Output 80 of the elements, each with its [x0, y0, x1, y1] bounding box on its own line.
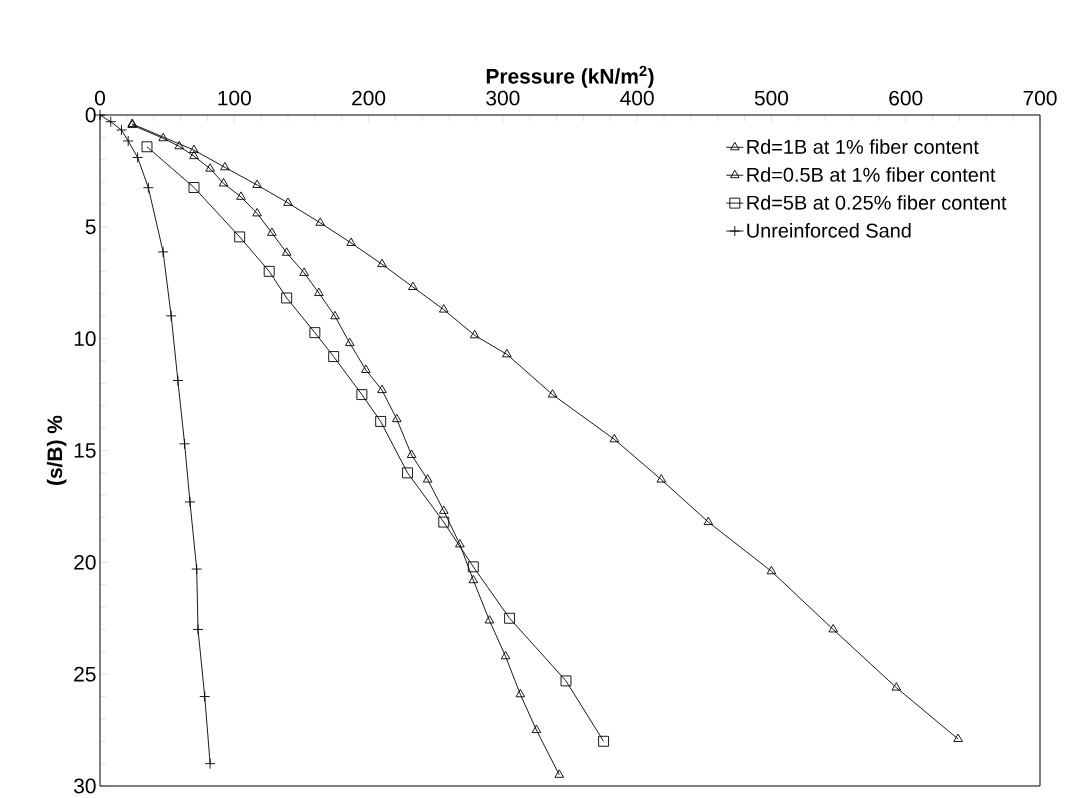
x-tick-label: 200	[352, 90, 386, 106]
point	[402, 467, 413, 479]
y-tick-label: 10	[74, 331, 96, 347]
point	[598, 735, 609, 747]
point	[455, 539, 465, 548]
point	[375, 416, 387, 427]
point	[328, 351, 340, 362]
point	[828, 624, 838, 633]
point	[891, 682, 902, 691]
y-tick-label: 25	[74, 666, 96, 682]
point	[141, 141, 153, 153]
point	[281, 292, 293, 304]
point	[188, 182, 200, 193]
point	[484, 615, 495, 624]
point	[281, 247, 292, 256]
point	[345, 337, 355, 347]
point	[502, 348, 512, 358]
point	[408, 281, 418, 290]
point	[283, 197, 293, 206]
point	[422, 474, 433, 483]
point	[468, 574, 479, 584]
point	[330, 310, 340, 320]
point	[469, 329, 480, 339]
y-axis-title: (s/B) %	[46, 415, 67, 485]
point	[356, 389, 368, 401]
point	[189, 144, 199, 154]
point	[252, 207, 262, 217]
x-tick-label: 300	[486, 90, 520, 106]
x-axis-title: Pressure (kN/m$^{2}$)	[486, 65, 654, 88]
y-tick-label: 5	[85, 219, 96, 235]
point	[377, 384, 387, 394]
point	[560, 675, 572, 687]
point	[234, 231, 246, 243]
point	[218, 178, 229, 187]
y-tick-label: 15	[74, 443, 96, 458]
x-tick-label: 400	[620, 90, 654, 106]
y-tick-label: 20	[74, 554, 96, 570]
point	[703, 516, 714, 526]
point	[531, 724, 542, 734]
point	[439, 505, 449, 514]
x-tick-label: 600	[889, 90, 923, 106]
point	[189, 150, 199, 160]
legend-label: Rd=0.5B at 1% fiber content	[747, 167, 996, 182]
point	[220, 161, 230, 171]
point	[500, 650, 511, 660]
point	[504, 612, 515, 624]
x-tick-label: 700	[1023, 90, 1057, 106]
point	[346, 237, 356, 246]
point	[158, 132, 168, 142]
y-tick-label: 30	[74, 778, 96, 794]
point	[609, 433, 620, 443]
point	[236, 191, 246, 200]
point	[515, 688, 526, 698]
point	[299, 267, 309, 276]
point	[656, 474, 667, 483]
point	[467, 561, 479, 573]
legend-label: Rd=5B at 0.25% fiber content	[747, 195, 1007, 210]
point	[377, 258, 387, 268]
point	[953, 733, 963, 742]
point	[263, 265, 275, 277]
point	[438, 516, 450, 528]
x-tick-label: 100	[218, 90, 251, 106]
point	[547, 389, 558, 398]
point	[314, 287, 324, 296]
point	[205, 163, 215, 172]
point	[439, 304, 449, 313]
y-tick-label: 0	[85, 107, 96, 123]
legend-label: Rd=1B at 1% fiber content	[747, 139, 979, 154]
legend-label: Unreinforced Sand	[747, 223, 911, 238]
point	[554, 769, 565, 778]
point	[267, 227, 277, 236]
point	[361, 364, 371, 373]
point	[315, 217, 325, 226]
x-tick-label: 500	[754, 90, 789, 106]
point	[392, 413, 402, 423]
point	[252, 179, 262, 188]
point	[766, 565, 777, 575]
point	[309, 327, 321, 339]
point	[406, 449, 417, 458]
point	[174, 140, 184, 150]
